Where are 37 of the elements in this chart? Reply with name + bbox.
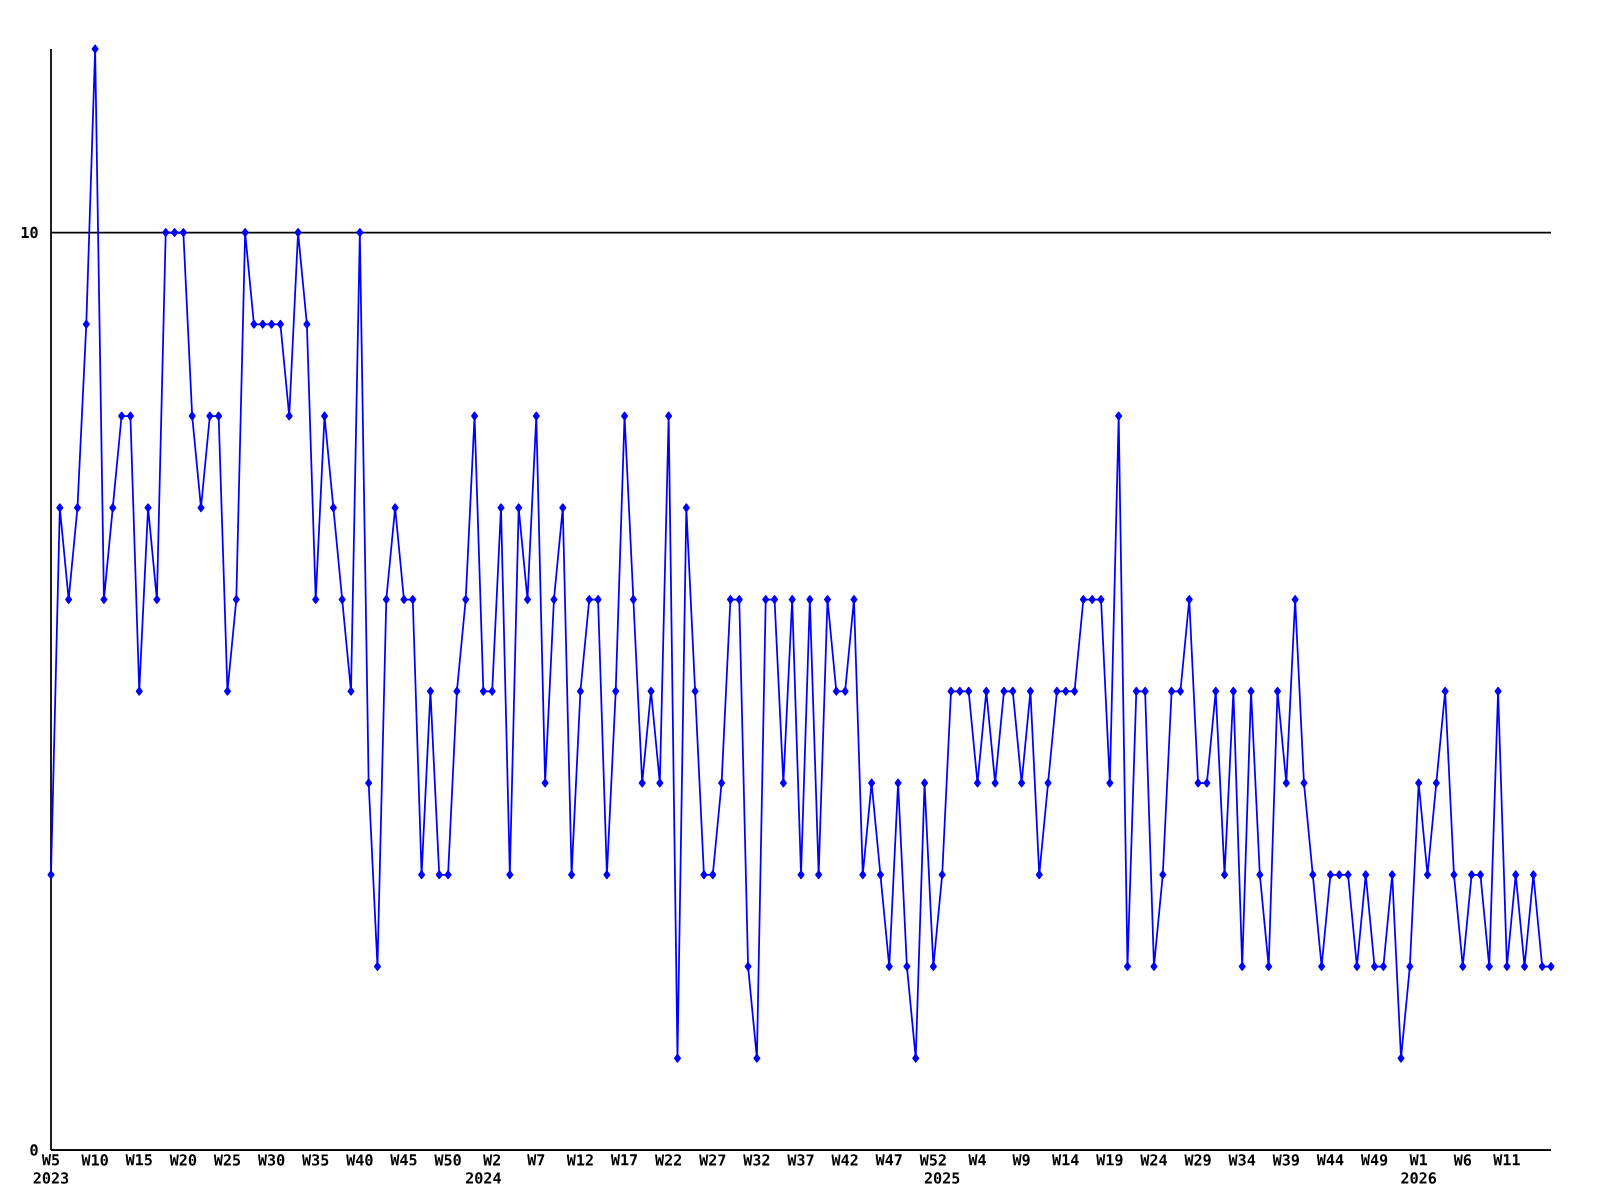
x-tick-label: W19	[1096, 1154, 1123, 1166]
x-tick-label: 2025	[924, 1172, 960, 1184]
x-tick-label: W1 2026	[1401, 1154, 1437, 1184]
x-tick-label: W9	[1012, 1154, 1030, 1166]
x-tick-label: W37	[787, 1154, 814, 1166]
x-tick-label: W39	[1272, 1154, 1299, 1166]
x-tick-label: W4	[968, 1154, 986, 1166]
x-tick-label: W2	[483, 1154, 501, 1166]
x-tick-label: W11	[1493, 1154, 1520, 1166]
x-tick-label: W22	[655, 1154, 682, 1166]
x-tick-label: W32	[743, 1154, 770, 1166]
x-tick-label: W6	[1453, 1154, 1472, 1166]
x-tick-label: W30	[257, 1154, 285, 1166]
x-tick-label: W7	[527, 1154, 545, 1166]
x-tick-label: W29	[1184, 1154, 1211, 1166]
x-tick-label: W47	[875, 1154, 902, 1166]
x-tick-label: W27	[699, 1154, 726, 1166]
x-tick-label: W44	[1316, 1154, 1344, 1166]
x-tick-label: W24	[1140, 1154, 1167, 1166]
x-tick-label: W20	[169, 1154, 197, 1166]
y-tick-label: 0	[30, 1144, 38, 1156]
x-tick-label: W34	[1228, 1154, 1256, 1166]
x-tick-label: W50	[434, 1154, 461, 1166]
x-tick-label: W25	[213, 1154, 241, 1166]
y-tick-label: 10	[21, 226, 38, 239]
x-tick-label: W14	[1052, 1154, 1079, 1166]
x-tick-label: W40	[346, 1154, 373, 1166]
x-tick-label: 2024	[465, 1172, 501, 1184]
x-tick-label: W45	[390, 1154, 417, 1166]
x-tick-label: W52	[919, 1154, 946, 1166]
x-tick-label: W49	[1360, 1154, 1388, 1166]
x-tick-label: W10	[81, 1154, 108, 1166]
x-tick-label: W42	[831, 1154, 858, 1166]
x-tick-label: W35	[302, 1154, 329, 1166]
x-tick-label: W15	[125, 1154, 152, 1166]
x-tick-label: W17	[610, 1154, 638, 1166]
x-tick-label: W12	[566, 1154, 593, 1166]
